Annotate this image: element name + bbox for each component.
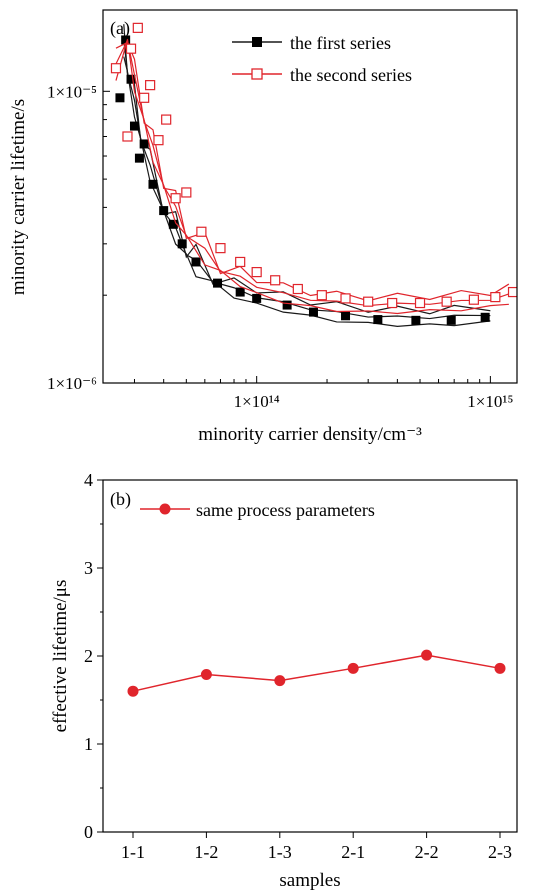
data-point-1-1 (127, 685, 139, 697)
data-point-the-first-series (341, 311, 351, 321)
data-point-the-first-series (308, 307, 318, 317)
data-point-the-first-series (480, 312, 490, 322)
data-point-the-first-series (168, 219, 178, 229)
x-tick-label-1: 1×10¹⁵ (467, 392, 513, 411)
data-point-the-first-series (252, 293, 262, 303)
legend-marker-second-series (251, 68, 263, 80)
data-point-the-second-series (181, 187, 192, 198)
data-point-the-second-series (122, 131, 133, 142)
data-point-the-second-series (132, 22, 143, 33)
panel-b-legend: same process parameters (140, 500, 375, 520)
y-tick-label-1: 1×10⁻⁵ (47, 82, 97, 101)
data-point-the-second-series (270, 275, 281, 286)
data-point-the-second-series (170, 193, 181, 204)
legend-marker-same-process (159, 503, 171, 515)
panel-b-label: (b) (110, 489, 131, 510)
data-point-the-first-series (115, 93, 125, 103)
panel-b: 0 1 2 3 4 1-1 1-2 1-3 2-1 2-2 2-3 (b) samples effe… (50, 470, 518, 891)
panel-a-legend: the first series the second series (232, 33, 412, 85)
y-tick-label-2: 2 (84, 646, 93, 666)
legend-label-first-series: the first series (290, 33, 391, 53)
y-tick-label-1: 1 (84, 734, 93, 754)
panel-b-plot-frame (102, 479, 518, 833)
y-tick-label-4: 4 (84, 470, 93, 490)
panel-a-series-layer (110, 22, 517, 327)
data-point-the-second-series (125, 43, 137, 54)
y-tick-label-0: 1×10⁻⁶ (47, 374, 97, 393)
data-point-the-first-series (191, 257, 201, 267)
x-tick-label-1-3: 1-3 (268, 842, 292, 862)
series-line-same-process-parameters (132, 654, 501, 692)
y-tick-label-0: 0 (84, 822, 93, 842)
panel-b-y-axis-title: effective lifetime/μs (50, 580, 71, 733)
data-point-the-first-series (148, 179, 158, 189)
data-point-2-1 (347, 662, 359, 674)
data-point-the-second-series (110, 63, 122, 74)
data-point-the-first-series (411, 315, 421, 325)
x-tick-label-2-3: 2-3 (488, 842, 512, 862)
panel-a-y-axis-title: minority carrier lifetime/s (8, 99, 29, 295)
data-point-the-second-series (414, 297, 426, 309)
data-point-the-first-series (139, 139, 149, 149)
data-point-the-first-series (177, 239, 187, 249)
panel-a-plot-frame (102, 9, 518, 384)
data-point-the-second-series (251, 266, 262, 278)
data-point-the-first-series (446, 315, 456, 325)
data-point-the-second-series (292, 283, 303, 295)
panel-a-x-axis-title: minority carrier density/cm⁻³ (198, 424, 422, 445)
data-point-the-second-series (507, 286, 517, 298)
panel-b-ticks: 0 1 2 3 4 1-1 1-2 1-3 2-1 2-2 2-3 (84, 470, 512, 862)
data-point-the-second-series (340, 293, 351, 304)
data-point-the-second-series (387, 297, 398, 309)
legend-marker-first-series (252, 37, 262, 47)
data-point-1-2 (200, 668, 212, 680)
x-tick-label-1-2: 1-2 (194, 842, 218, 862)
y-tick-label-3: 3 (84, 558, 93, 578)
data-point-the-first-series (235, 287, 245, 297)
x-tick-label-2-1: 2-1 (341, 842, 365, 862)
data-point-the-second-series (145, 80, 156, 91)
legend-entry-second-series: the second series (232, 65, 412, 85)
panel-b-x-axis-title: samples (279, 870, 340, 891)
data-point-the-second-series (468, 294, 479, 305)
panel-b-series-layer (127, 649, 506, 697)
data-point-the-first-series (159, 206, 169, 216)
data-point-the-second-series (153, 135, 164, 146)
data-point-the-second-series (139, 92, 150, 103)
data-point-the-first-series (373, 315, 383, 325)
data-point-the-second-series (316, 290, 327, 301)
legend-label-same-process: same process parameters (196, 500, 375, 520)
data-point-the-first-series (121, 35, 131, 45)
panel-a-label: (a) (110, 18, 130, 39)
x-tick-label-0: 1×10¹⁴ (234, 392, 280, 411)
series-line-the-second-series (115, 39, 509, 315)
data-point-the-second-series (363, 296, 374, 307)
legend-entry-first-series: the first series (232, 33, 391, 53)
data-point-the-second-series (441, 296, 452, 307)
data-point-the-first-series (126, 74, 136, 84)
data-point-the-first-series (134, 153, 144, 163)
data-point-the-first-series (213, 278, 223, 288)
data-point-the-first-series (129, 121, 139, 131)
legend-label-second-series: the second series (290, 65, 412, 85)
panel-a: 1×10¹⁴ 1×10¹⁵ 1×10⁻⁶ 1×10⁻⁵ (a) minority ca… (8, 9, 518, 445)
data-point-the-second-series (235, 256, 246, 268)
panel-a-ticks: 1×10¹⁴ 1×10¹⁵ 1×10⁻⁶ 1×10⁻⁵ (47, 82, 513, 411)
data-point-the-second-series (161, 114, 172, 125)
series-line-the-first-series (123, 56, 491, 327)
data-point-the-first-series (282, 300, 292, 310)
data-point-2-2 (421, 649, 433, 661)
x-tick-label-2-2: 2-2 (415, 842, 439, 862)
data-point-1-3 (274, 675, 286, 687)
x-tick-label-1-1: 1-1 (121, 842, 145, 862)
data-point-the-second-series (196, 226, 207, 237)
data-point-the-second-series (490, 292, 501, 303)
data-point-the-second-series (215, 243, 226, 254)
data-point-2-3 (494, 662, 506, 674)
